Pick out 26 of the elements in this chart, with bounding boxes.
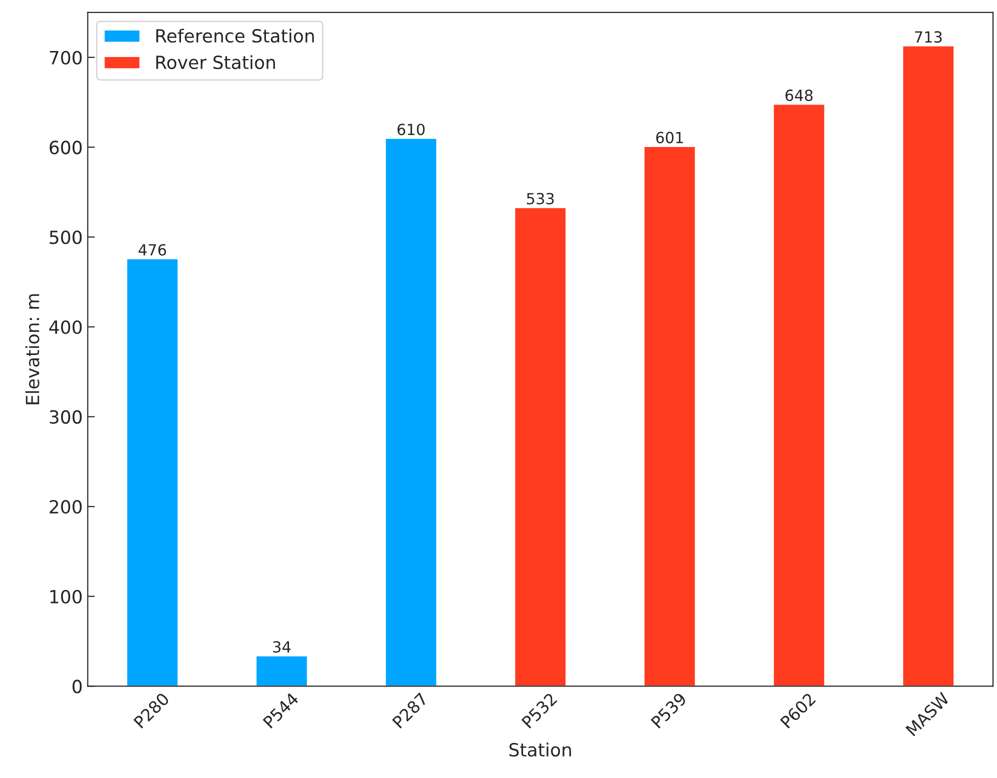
data-label: 476 <box>138 244 166 256</box>
bar <box>126 258 179 686</box>
legend-label: Reference Station <box>156 28 314 43</box>
y-tick-label: 200 <box>50 500 82 514</box>
x-axis-title: Station <box>509 742 571 757</box>
y-tick-label: 700 <box>50 50 82 64</box>
bar <box>384 138 438 686</box>
y-tick-label: 0 <box>72 680 82 694</box>
bar <box>772 103 826 686</box>
data-label: 34 <box>273 641 291 653</box>
y-axis-title: Elevation: m <box>25 294 40 404</box>
bar <box>255 654 308 686</box>
y-tick-label: 400 <box>49 320 82 334</box>
data-label: 610 <box>398 124 425 136</box>
data-label: 713 <box>915 31 942 43</box>
bar <box>514 206 567 686</box>
y-tick-label: 100 <box>50 590 82 604</box>
y-tick-label: 600 <box>50 140 82 154</box>
data-label: 648 <box>786 90 813 102</box>
y-tick-label: 500 <box>50 230 82 244</box>
bar <box>902 44 955 686</box>
legend-label: Rover Station <box>156 55 275 70</box>
data-label: 533 <box>526 192 554 204</box>
y-tick-label: 300 <box>50 410 82 424</box>
bar <box>643 146 696 686</box>
data-label: 601 <box>656 132 683 144</box>
